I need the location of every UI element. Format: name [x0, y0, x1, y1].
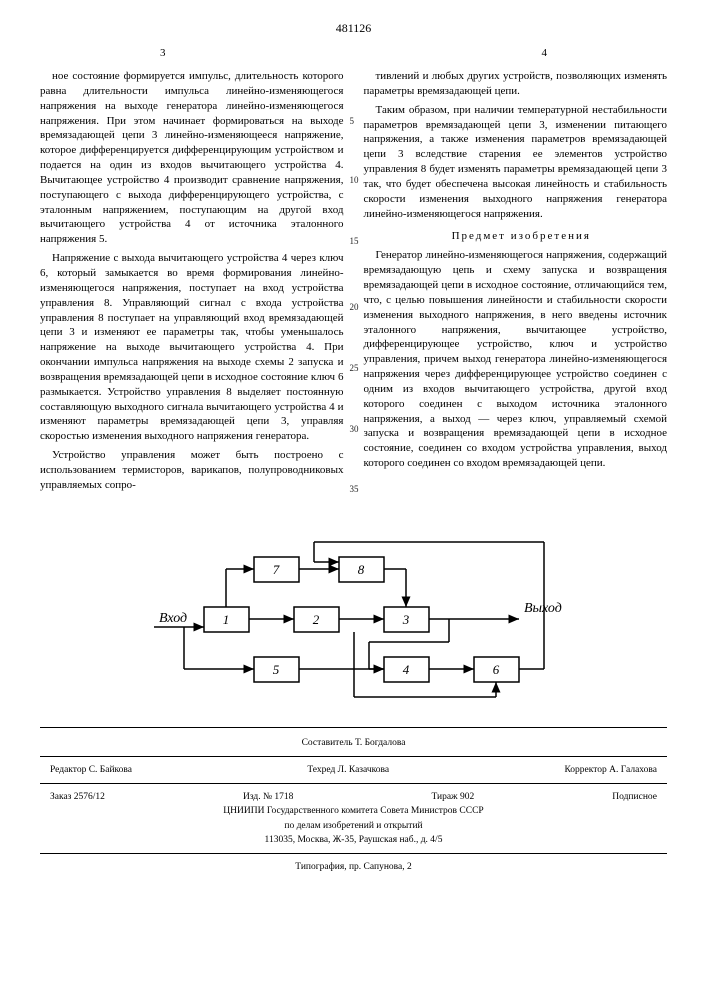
tirage: Тираж 902: [431, 790, 474, 804]
text-columns: ное состояние формируется импульс, длите…: [40, 69, 667, 497]
org: ЦНИИПИ Государственного комитета Совета …: [40, 804, 667, 818]
corrector: Корректор А. Галахова: [564, 763, 657, 777]
order: Заказ 2576/12: [50, 790, 105, 804]
address: 113035, Москва, Ж-35, Раушская наб., д. …: [40, 833, 667, 847]
svg-text:4: 4: [402, 662, 409, 677]
svg-text:6: 6: [492, 662, 499, 677]
svg-text:Вход: Вход: [159, 611, 187, 626]
izd: Изд. № 1718: [243, 790, 293, 804]
editor: Редактор С. Байкова: [50, 763, 132, 777]
right-column: 5 10 15 20 25 30 35 тивлений и любых дру…: [364, 69, 668, 497]
para: Напряжение с выхода вычитающего устройст…: [40, 251, 344, 444]
line-marker: 10: [350, 174, 359, 186]
composer-line: Составитель Т. Богдалова: [40, 736, 667, 750]
podpisnoe: Подписное: [612, 790, 657, 804]
tech: Техред Л. Казачкова: [307, 763, 389, 777]
line-marker: 25: [350, 362, 359, 374]
svg-text:Выход: Выход: [524, 601, 562, 616]
block-diagram: 1 2 3 4 5 6 7 8 Вход Выход: [124, 517, 584, 707]
para: Устройство управления может быть построе…: [40, 448, 344, 493]
line-marker: 5: [350, 115, 355, 127]
svg-text:1: 1: [222, 612, 229, 627]
line-marker: 15: [350, 235, 359, 247]
line-marker: 30: [350, 423, 359, 435]
svg-text:5: 5: [272, 662, 279, 677]
para: тивлений и любых других устройств, позво…: [364, 69, 668, 99]
para: Таким образом, при наличии температурной…: [364, 103, 668, 222]
right-col-number: 4: [542, 46, 548, 61]
line-marker: 20: [350, 301, 359, 313]
line-marker: 35: [350, 483, 359, 495]
svg-text:3: 3: [401, 612, 409, 627]
patent-number: 481126: [40, 20, 667, 36]
para: ное состояние формируется импульс, длите…: [40, 69, 344, 247]
claims-title: Предмет изобретения: [364, 229, 668, 244]
org2: по делам изобретений и открытий: [40, 819, 667, 833]
svg-text:8: 8: [357, 562, 364, 577]
svg-text:7: 7: [272, 562, 279, 577]
svg-text:2: 2: [312, 612, 319, 627]
footer: Составитель Т. Богдалова Редактор С. Бай…: [40, 727, 667, 875]
para: Генератор линейно-изменяющегося напряжен…: [364, 248, 668, 471]
typography: Типография, пр. Сапунова, 2: [40, 860, 667, 874]
left-col-number: 3: [160, 46, 166, 61]
left-column: ное состояние формируется импульс, длите…: [40, 69, 344, 497]
